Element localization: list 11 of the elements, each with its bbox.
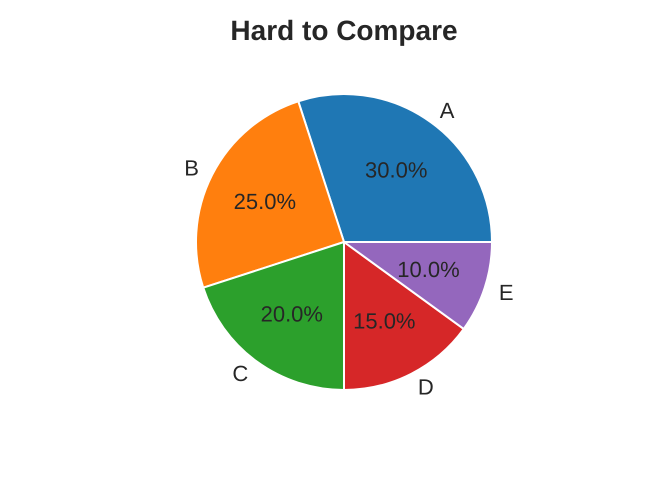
chart-title: Hard to Compare	[230, 15, 458, 46]
data-label: 20.0%	[260, 301, 323, 326]
slice-label: A	[440, 98, 455, 123]
slice-label: E	[498, 280, 514, 305]
slice-label: B	[184, 156, 199, 181]
data-label: 15.0%	[353, 308, 416, 334]
slice-label: C	[232, 361, 248, 386]
data-label: 10.0%	[397, 256, 460, 282]
slice-label: D	[418, 374, 434, 400]
data-label: 25.0%	[234, 189, 296, 214]
data-label: 30.0%	[365, 158, 428, 183]
